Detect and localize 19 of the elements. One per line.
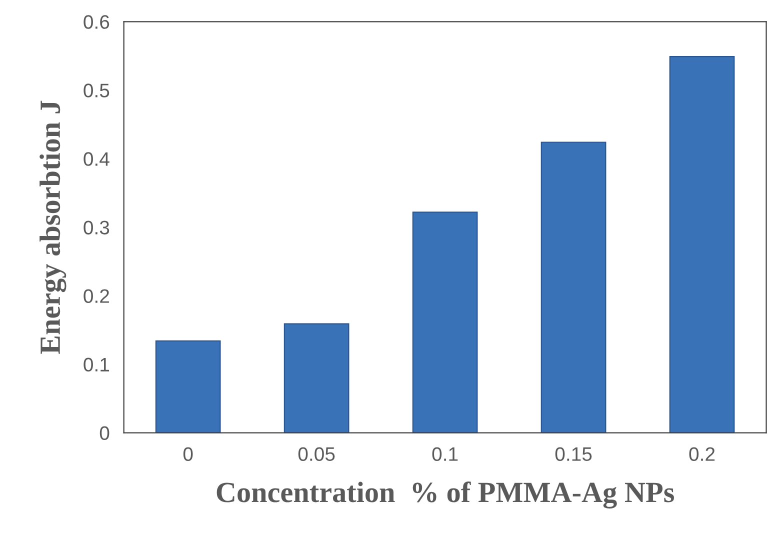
bar — [669, 56, 735, 433]
x-axis-title: Concentration % of PMMA-Ag NPs — [216, 481, 674, 508]
bar — [155, 340, 221, 433]
x-tick-label: 0.05 — [298, 447, 335, 461]
x-tick-label: 0.15 — [555, 447, 592, 461]
y-tick-label: 0.2 — [84, 289, 109, 303]
bar — [412, 212, 478, 433]
y-tick-label: 0.5 — [84, 84, 110, 98]
x-tick-label: 0.1 — [432, 447, 458, 461]
y-tick-label: 0.4 — [84, 152, 110, 166]
bar — [540, 142, 606, 433]
x-tick-label: 0 — [183, 447, 193, 461]
y-tick-label: 0.6 — [84, 15, 110, 29]
y-tick-label: 0.1 — [84, 358, 110, 372]
x-tick-label: 0.2 — [689, 447, 715, 461]
y-axis-title: Energy absorbtion J — [40, 100, 66, 354]
bar — [284, 323, 350, 433]
y-tick-label: 0 — [100, 426, 110, 440]
y-tick-label: 0.3 — [84, 220, 110, 234]
